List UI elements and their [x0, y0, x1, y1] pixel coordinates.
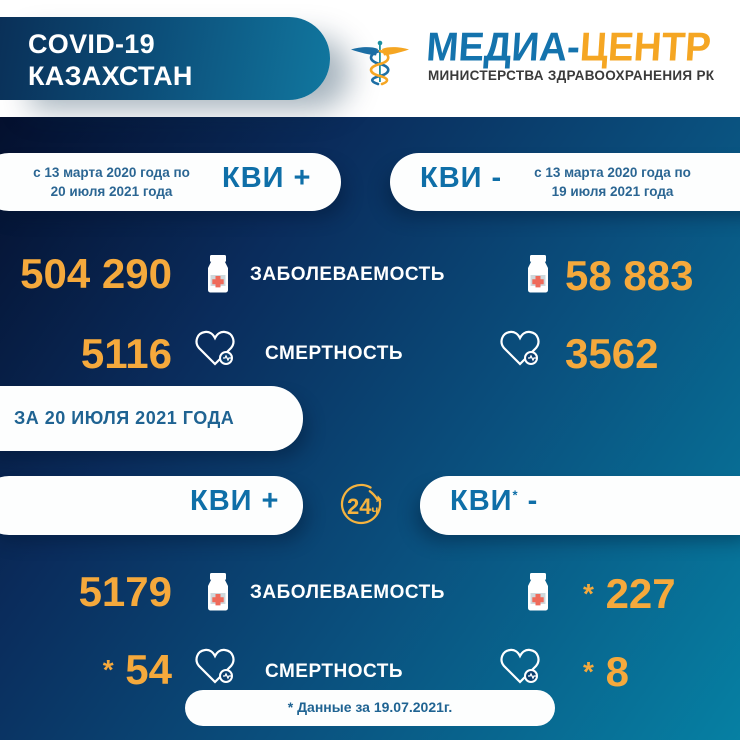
svg-text:24ч: 24ч	[347, 494, 378, 519]
